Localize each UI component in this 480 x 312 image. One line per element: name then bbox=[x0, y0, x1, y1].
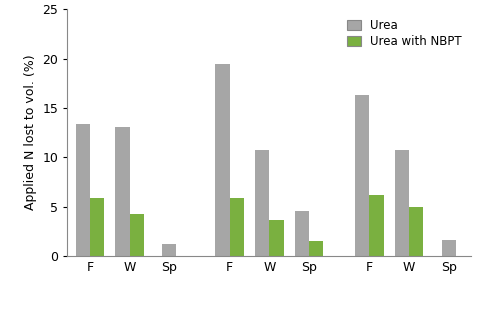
Bar bbox=[254, 150, 269, 256]
Bar bbox=[294, 212, 308, 256]
Bar bbox=[441, 240, 455, 256]
Bar bbox=[308, 241, 323, 256]
Bar bbox=[215, 64, 229, 256]
Y-axis label: Applied N lost to vol. (%): Applied N lost to vol. (%) bbox=[24, 55, 37, 210]
Bar bbox=[115, 127, 130, 256]
Bar bbox=[408, 207, 422, 256]
Bar bbox=[130, 214, 144, 256]
Bar bbox=[229, 198, 243, 256]
Bar bbox=[354, 95, 369, 256]
Bar bbox=[394, 150, 408, 256]
Bar bbox=[75, 124, 90, 256]
Bar bbox=[162, 244, 176, 256]
Bar bbox=[369, 195, 383, 256]
Bar bbox=[90, 198, 104, 256]
Bar bbox=[269, 220, 283, 256]
Legend: Urea, Urea with NBPT: Urea, Urea with NBPT bbox=[342, 15, 465, 51]
